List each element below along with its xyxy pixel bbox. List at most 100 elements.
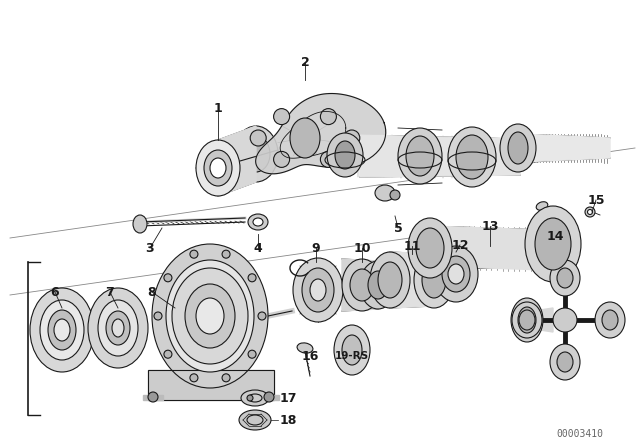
Circle shape (222, 250, 230, 258)
Circle shape (248, 350, 256, 358)
Text: 16: 16 (301, 349, 319, 362)
Ellipse shape (290, 118, 320, 158)
Ellipse shape (253, 218, 263, 226)
Ellipse shape (342, 259, 382, 311)
Ellipse shape (406, 136, 434, 176)
Text: 2: 2 (301, 56, 309, 69)
Ellipse shape (204, 150, 232, 186)
Ellipse shape (448, 264, 464, 284)
Circle shape (390, 190, 400, 200)
Ellipse shape (196, 140, 240, 196)
Ellipse shape (48, 310, 76, 350)
Ellipse shape (414, 252, 454, 308)
Ellipse shape (242, 136, 270, 172)
Circle shape (553, 308, 577, 332)
Ellipse shape (602, 310, 618, 330)
Ellipse shape (557, 268, 573, 288)
Polygon shape (255, 94, 386, 174)
Circle shape (274, 108, 289, 125)
Ellipse shape (185, 284, 235, 348)
Ellipse shape (398, 128, 442, 184)
Ellipse shape (350, 269, 374, 301)
Circle shape (588, 210, 593, 215)
Ellipse shape (152, 244, 268, 388)
Circle shape (258, 312, 266, 320)
Ellipse shape (416, 228, 444, 268)
Polygon shape (430, 226, 545, 270)
Text: 4: 4 (253, 241, 262, 254)
Ellipse shape (196, 298, 224, 334)
Polygon shape (259, 395, 279, 400)
Polygon shape (182, 370, 238, 376)
Polygon shape (390, 252, 434, 308)
Circle shape (164, 350, 172, 358)
Ellipse shape (297, 343, 313, 353)
Circle shape (164, 274, 172, 282)
Text: 7: 7 (106, 285, 115, 298)
Circle shape (248, 274, 256, 282)
Ellipse shape (293, 258, 343, 322)
Text: 17: 17 (279, 392, 297, 405)
Ellipse shape (508, 132, 528, 164)
Text: 3: 3 (146, 241, 154, 254)
Ellipse shape (595, 302, 625, 338)
Text: 5: 5 (394, 221, 403, 234)
Ellipse shape (248, 214, 268, 230)
Ellipse shape (342, 335, 362, 365)
Circle shape (585, 207, 595, 217)
Circle shape (222, 374, 230, 382)
Ellipse shape (519, 310, 535, 330)
Ellipse shape (30, 288, 94, 372)
Ellipse shape (442, 256, 470, 292)
Ellipse shape (106, 311, 130, 345)
Circle shape (344, 130, 360, 146)
Ellipse shape (360, 261, 396, 309)
Ellipse shape (234, 126, 278, 182)
Ellipse shape (408, 218, 452, 278)
Ellipse shape (210, 158, 226, 178)
Circle shape (321, 151, 337, 168)
Ellipse shape (40, 300, 84, 360)
Ellipse shape (370, 252, 410, 308)
Ellipse shape (550, 344, 580, 380)
Ellipse shape (112, 319, 124, 337)
Circle shape (250, 130, 266, 146)
Ellipse shape (536, 202, 548, 210)
Circle shape (264, 392, 274, 402)
Text: 12: 12 (451, 238, 468, 251)
Ellipse shape (133, 215, 147, 233)
Ellipse shape (378, 262, 402, 298)
Ellipse shape (500, 124, 536, 172)
Circle shape (190, 250, 198, 258)
Ellipse shape (511, 298, 543, 342)
Circle shape (247, 395, 253, 401)
Text: 00003410: 00003410 (557, 429, 604, 439)
Text: 9: 9 (312, 241, 320, 254)
Circle shape (321, 108, 337, 125)
Ellipse shape (557, 352, 573, 372)
Text: 8: 8 (148, 285, 156, 298)
Ellipse shape (535, 218, 571, 270)
Ellipse shape (98, 300, 138, 356)
Ellipse shape (327, 133, 363, 177)
Polygon shape (527, 308, 553, 332)
Polygon shape (148, 370, 274, 400)
Text: 1: 1 (214, 102, 222, 115)
Ellipse shape (518, 307, 536, 333)
Ellipse shape (448, 127, 496, 187)
Ellipse shape (241, 390, 269, 406)
Bar (148, 370, 274, 400)
Circle shape (190, 374, 198, 382)
Text: 11: 11 (403, 240, 420, 253)
Polygon shape (360, 135, 520, 177)
Ellipse shape (512, 302, 542, 338)
Ellipse shape (456, 135, 488, 179)
Ellipse shape (54, 319, 70, 341)
Circle shape (154, 312, 162, 320)
Text: 14: 14 (547, 229, 564, 242)
Ellipse shape (239, 410, 271, 430)
Ellipse shape (422, 262, 446, 298)
Polygon shape (218, 126, 256, 196)
Circle shape (274, 151, 290, 168)
Text: 15: 15 (588, 194, 605, 207)
